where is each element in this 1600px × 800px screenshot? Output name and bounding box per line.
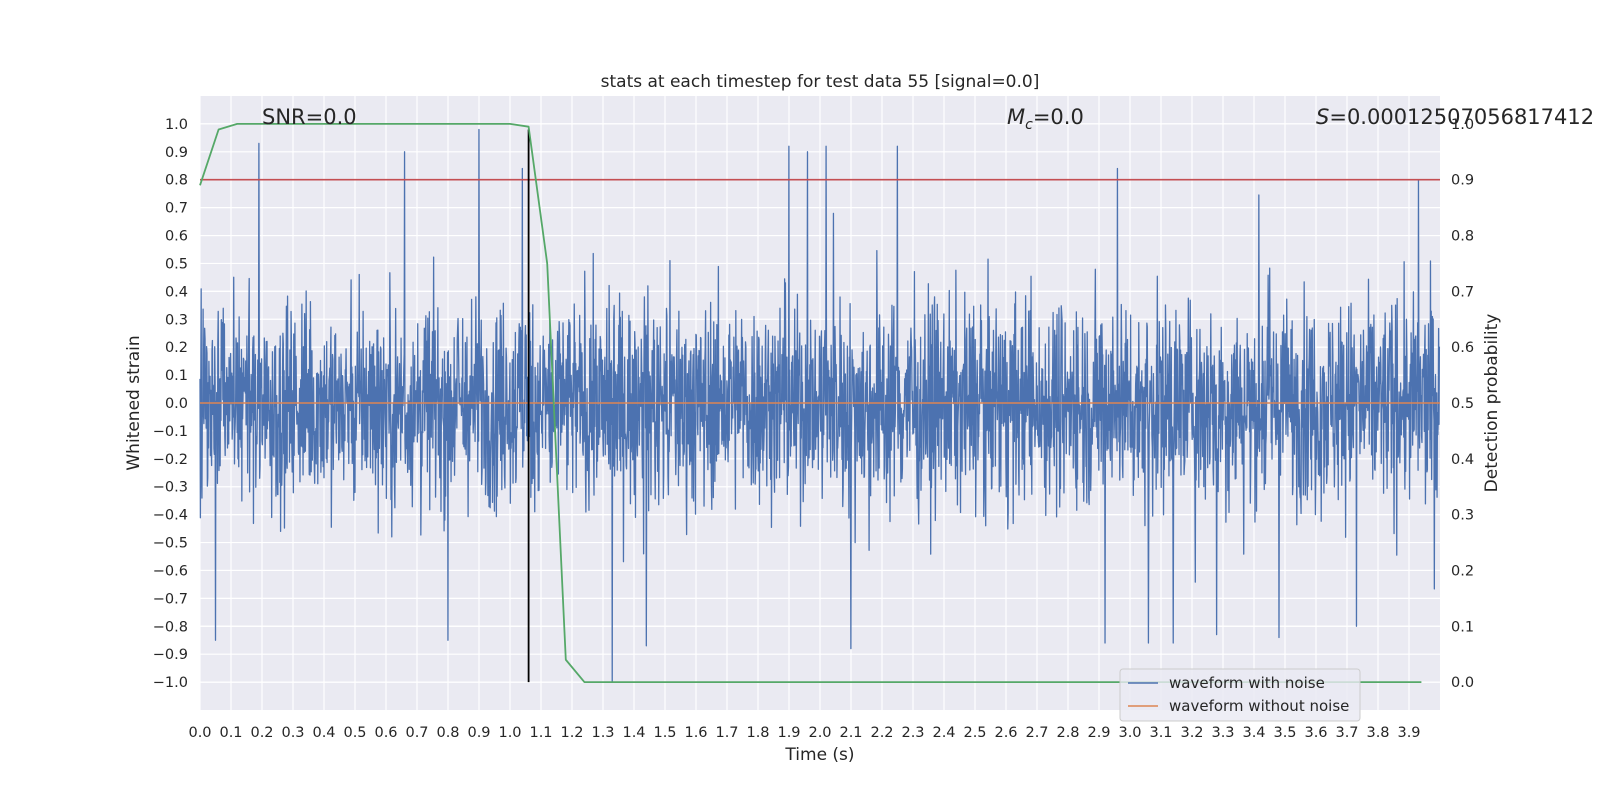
- x-tick-label: 3.7: [1335, 725, 1358, 741]
- x-tick-label: 3.0: [1118, 725, 1141, 741]
- legend: waveform with noise waveform without noi…: [1119, 668, 1361, 722]
- x-tick-label: 2.0: [808, 725, 831, 741]
- y-tick-label: 1.0: [165, 117, 188, 133]
- x-tick-label: 3.1: [1149, 725, 1172, 741]
- y-tick-label: −1.0: [153, 675, 188, 691]
- x-tick-label: 1.9: [777, 725, 800, 741]
- x-tick-label: 0.6: [374, 725, 397, 741]
- chirp-mass-subscript: c: [1025, 117, 1033, 133]
- x-tick-label: 2.5: [963, 725, 986, 741]
- y-tick-label: 0.2: [165, 340, 188, 356]
- chirp-mass-value: =0.0: [1033, 105, 1084, 129]
- x-tick-label: 1.5: [653, 725, 676, 741]
- y-tick-label: −0.4: [153, 508, 188, 524]
- y-tick-label: 0.6: [165, 229, 188, 245]
- x-tick-label: 1.6: [684, 725, 707, 741]
- y2-tick-label: 0.5: [1451, 396, 1474, 412]
- legend-box: [1119, 668, 1361, 722]
- y-tick-label: −0.9: [153, 647, 188, 663]
- y-tick-label: 0.1: [165, 368, 188, 384]
- x-tick-label: 0.1: [219, 725, 242, 741]
- chart-title: stats at each timestep for test data 55 …: [601, 72, 1040, 92]
- x-tick-label: 1.1: [529, 725, 552, 741]
- y-tick-label: 0.9: [165, 145, 188, 161]
- y-tick-label: −0.6: [153, 563, 188, 579]
- snr-annotation: SNR=0.0: [262, 105, 357, 129]
- x-tick-label: 1.7: [715, 725, 738, 741]
- y-axis-ticks: −1.0 −0.9 −0.8 −0.7 −0.6 −0.5 −0.4 −0.3 −0.2 −0.1…: [153, 117, 188, 691]
- y2-tick-label: 0.3: [1451, 508, 1474, 524]
- x-tick-label: 0.8: [436, 725, 459, 741]
- x-tick-label: 0.7: [405, 725, 428, 741]
- x-tick-label: 1.4: [622, 725, 645, 741]
- x-tick-label: 3.6: [1304, 725, 1327, 741]
- y-tick-label: −0.5: [153, 536, 188, 552]
- x-tick-label: 3.3: [1211, 725, 1234, 741]
- y-tick-label: −0.1: [153, 424, 188, 440]
- y-tick-label: 0.4: [165, 284, 188, 300]
- x-tick-label: 1.0: [498, 725, 521, 741]
- y-tick-label: 0.8: [165, 173, 188, 189]
- x-tick-label: 1.2: [560, 725, 583, 741]
- x-tick-label: 0.2: [250, 725, 273, 741]
- y2-tick-label: 0.6: [1451, 340, 1474, 356]
- legend-label-noise: waveform with noise: [1169, 674, 1325, 692]
- x-tick-label: 0.4: [312, 725, 335, 741]
- x-tick-label: 2.4: [932, 725, 955, 741]
- legend-label-clean: waveform without noise: [1169, 697, 1349, 715]
- y-tick-label: −0.2: [153, 452, 188, 468]
- x-tick-label: 2.2: [870, 725, 893, 741]
- y2-tick-label: 0.8: [1451, 229, 1474, 245]
- x-tick-label: 3.9: [1397, 725, 1420, 741]
- x-axis-label: Time (s): [784, 745, 854, 765]
- y2-tick-label: 0.1: [1451, 619, 1474, 635]
- y-tick-label: −0.3: [153, 480, 188, 496]
- y-tick-label: −0.7: [153, 591, 188, 607]
- y2-tick-label: 0.7: [1451, 284, 1474, 300]
- x-tick-label: 3.8: [1366, 725, 1389, 741]
- chirp-mass-annotation: Mc=0.0: [1007, 105, 1084, 133]
- x-axis-ticks: 0.0 0.1 0.2 0.3 0.4 0.5 0.6 0.7 0.8 0.9 1.0 1.1 1.2 1…: [188, 725, 1420, 741]
- y2-tick-label: 0.2: [1451, 563, 1474, 579]
- x-tick-label: 2.7: [1025, 725, 1048, 741]
- x-tick-label: 0.0: [188, 725, 211, 741]
- chirp-mass-symbol: M: [1007, 105, 1025, 129]
- y2-tick-label: 1.0: [1451, 117, 1474, 133]
- s-symbol: S: [1316, 105, 1329, 129]
- y-tick-label: 0.7: [165, 201, 188, 217]
- series-waveform-with-noise: [199, 128, 1441, 683]
- x-tick-label: 3.5: [1273, 725, 1296, 741]
- x-tick-label: 2.9: [1087, 725, 1110, 741]
- y2-tick-label: 0.9: [1451, 173, 1474, 189]
- series-detection-probability: [199, 123, 1422, 683]
- x-tick-label: 2.8: [1056, 725, 1079, 741]
- x-tick-label: 1.8: [746, 725, 769, 741]
- x-tick-label: 0.5: [343, 725, 366, 741]
- y-axis-label: Whitened strain: [124, 335, 144, 470]
- noise-waveform-path: [199, 128, 1441, 683]
- y-tick-label: 0.5: [165, 256, 188, 272]
- y-tick-label: 0.0: [165, 396, 188, 412]
- x-tick-label: 1.3: [591, 725, 614, 741]
- x-tick-label: 0.9: [467, 725, 490, 741]
- x-tick-label: 2.1: [839, 725, 862, 741]
- y2-axis-ticks: 0.0 0.1 0.2 0.3 0.4 0.5 0.6 0.7 0.8 0.9 1.0: [1451, 117, 1474, 691]
- s-value: =0.00012507056817412: [1329, 105, 1594, 129]
- s-annotation: S=0.00012507056817412: [1316, 105, 1594, 129]
- x-tick-label: 0.3: [281, 725, 304, 741]
- x-tick-label: 2.3: [901, 725, 924, 741]
- y2-axis-label: Detection probability: [1482, 314, 1502, 493]
- y2-tick-label: 0.0: [1451, 675, 1474, 691]
- y-tick-label: −0.8: [153, 619, 188, 635]
- x-tick-label: 2.6: [994, 725, 1017, 741]
- y-tick-label: 0.3: [165, 312, 188, 328]
- x-tick-label: 3.2: [1180, 725, 1203, 741]
- x-tick-label: 3.4: [1242, 725, 1265, 741]
- probability-path: [199, 123, 1422, 683]
- y2-tick-label: 0.4: [1451, 452, 1474, 468]
